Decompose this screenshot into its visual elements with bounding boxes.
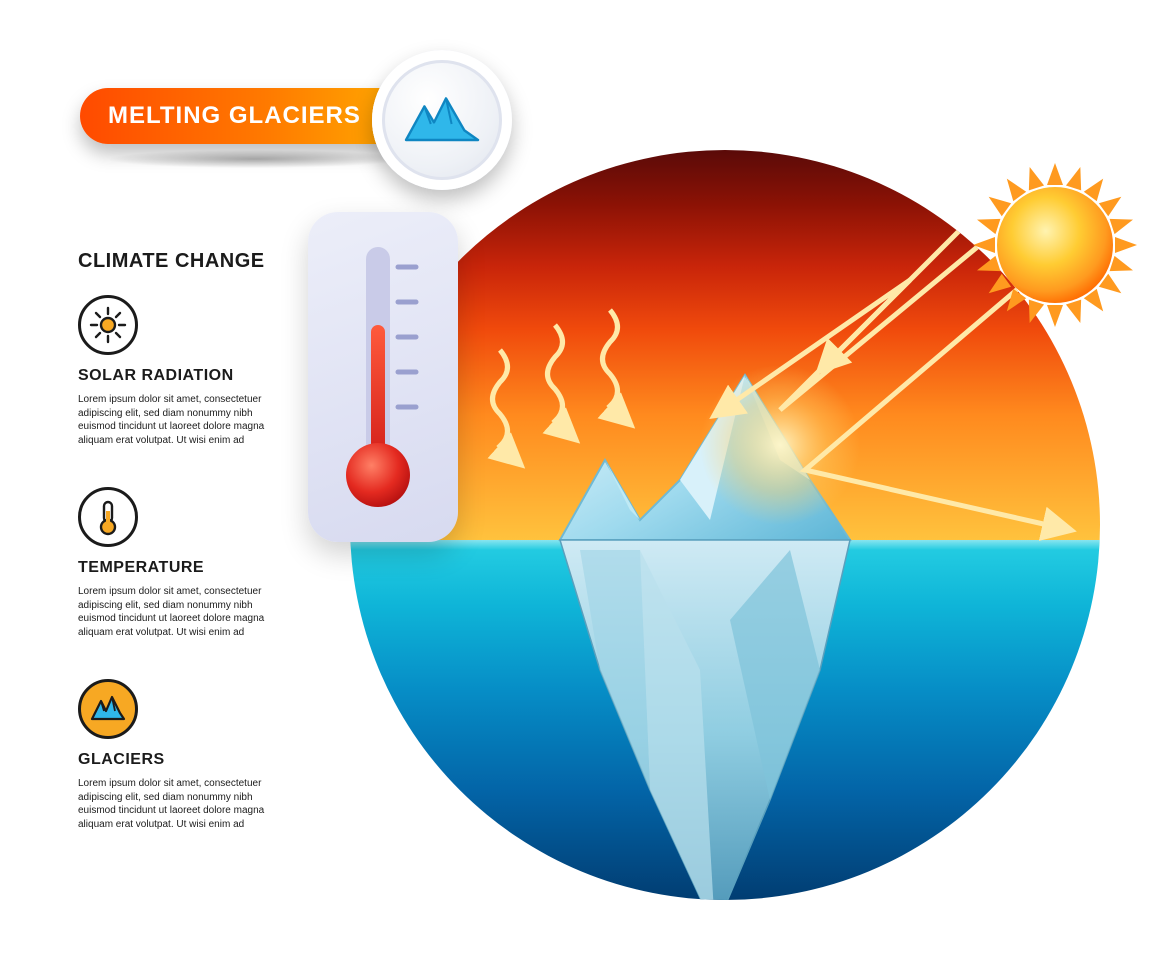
item-body: Lorem ipsum dolor sit amet, consectetuer… [78, 585, 268, 639]
item-heading: TEMPERATURE [78, 559, 308, 577]
glacier-badge-icon [401, 92, 483, 148]
item-solar-radiation: SOLAR RADIATION Lorem ipsum dolor sit am… [78, 295, 308, 447]
title-text: MELTING GLACIERS [108, 102, 361, 130]
left-column: CLIMATE CHANGE SO [78, 250, 308, 871]
item-body: Lorem ipsum dolor sit amet, consectetuer… [78, 777, 268, 831]
item-temperature: TEMPERATURE Lorem ipsum dolor sit amet, … [78, 487, 308, 639]
thermometer-card [308, 212, 458, 542]
item-glaciers: GLACIERS Lorem ipsum dolor sit amet, con… [78, 679, 308, 831]
item-heading: GLACIERS [78, 751, 308, 769]
sun-icon [970, 160, 1140, 330]
item-body: Lorem ipsum dolor sit amet, consectetuer… [78, 393, 268, 447]
section-title: CLIMATE CHANGE [78, 250, 308, 273]
item-heading: SOLAR RADIATION [78, 367, 308, 385]
infographic-canvas: MELTING GLACIERS [0, 0, 1176, 980]
iceberg-below [560, 540, 850, 900]
thermometer-outline-icon [78, 487, 138, 547]
title-pill: MELTING GLACIERS [80, 88, 420, 144]
heat-wavy-arrows [493, 310, 631, 464]
sun-outline-icon [78, 295, 138, 355]
glacier-outline-icon [78, 679, 138, 739]
